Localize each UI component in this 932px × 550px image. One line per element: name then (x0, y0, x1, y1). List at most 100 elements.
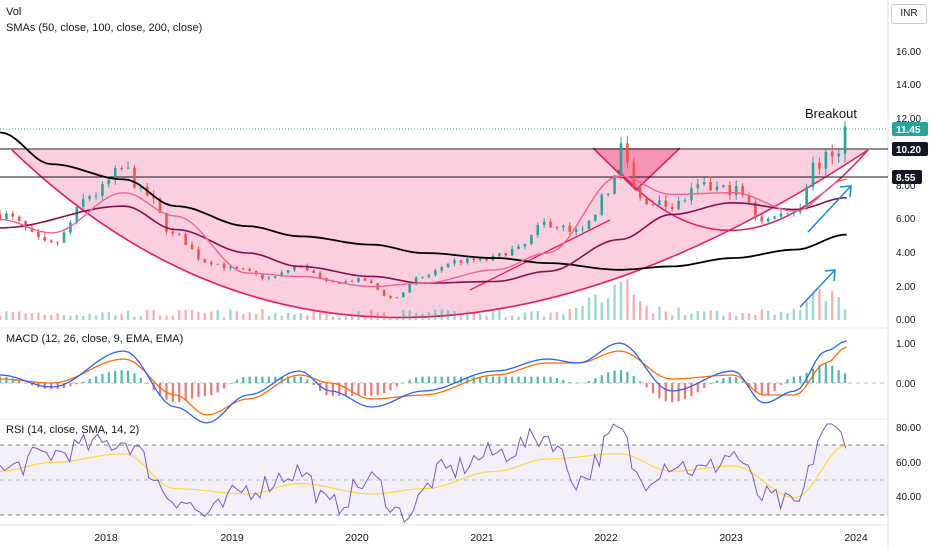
macd-histogram-bar (325, 383, 328, 396)
macd-histogram-bar (786, 379, 789, 383)
macd-histogram-bar (344, 383, 347, 396)
volume-bar (747, 313, 751, 320)
candle-body (696, 184, 700, 189)
price-badge-label: 10.20 (896, 145, 921, 156)
candle-body (715, 186, 719, 191)
candle-body (350, 281, 354, 283)
macd-histogram-bar (351, 383, 354, 396)
candle-body (542, 221, 546, 225)
candle-body (766, 218, 770, 222)
volume-bar (664, 311, 667, 320)
candle-body (645, 197, 648, 205)
macd-histogram-bar (88, 379, 91, 383)
macd-histogram-bar (338, 383, 341, 396)
volume-bar (523, 312, 527, 320)
rsi-axis[interactable]: 80.00 60.00 40.00 (896, 423, 921, 503)
price-tick: 6.00 (896, 214, 916, 225)
macd-axis[interactable]: 1.00 0.00 (896, 339, 916, 390)
macd-histogram-bar (11, 378, 14, 383)
volume-bar (50, 314, 53, 320)
macd-histogram-bar (447, 376, 450, 383)
volume-bar (338, 317, 341, 320)
price-badge-label: 11.45 (896, 125, 921, 136)
macd-histogram-bar (18, 380, 21, 383)
volume-bar (184, 309, 187, 320)
volume-bar (30, 313, 34, 320)
candle-body (312, 270, 315, 274)
volume-bar (331, 316, 335, 320)
macd-histogram-bar (30, 383, 34, 386)
candle-body (459, 260, 463, 263)
time-tick: 2024 (844, 532, 868, 544)
macd-histogram-bar (549, 376, 552, 383)
volume-bar (18, 311, 21, 320)
macd-histogram-bar (779, 383, 783, 385)
macd-histogram-bar (408, 379, 411, 383)
macd-histogram-bar (741, 380, 744, 383)
candle-body (626, 143, 629, 163)
candle-body (209, 262, 213, 265)
candle-body (728, 185, 732, 195)
currency-selector[interactable]: INR (891, 4, 927, 24)
macd-histogram-bar (626, 371, 629, 383)
macd-legend[interactable]: MACD (12, 26, close, 9, EMA, EMA) (6, 333, 184, 345)
candle-body (536, 224, 540, 235)
macd-histogram-bar (843, 373, 847, 383)
macd-histogram-bar (735, 377, 738, 383)
time-tick: 2019 (220, 532, 244, 544)
volume-bar (779, 311, 783, 320)
volume-bar (427, 312, 431, 320)
volume-bar (600, 302, 603, 320)
candle-body (805, 186, 808, 209)
candle-body (619, 143, 623, 176)
candle-body (830, 151, 834, 157)
candle-body (600, 194, 604, 215)
volume-bar (555, 312, 559, 320)
candle-body (754, 202, 757, 217)
candle-body (818, 162, 821, 169)
candle-body (261, 274, 264, 279)
volume-legend[interactable]: Vol (6, 6, 22, 18)
volume-bar (312, 311, 315, 320)
macd-histogram-bar (645, 383, 648, 388)
candle-body (523, 243, 527, 247)
candle-body (190, 244, 194, 250)
volume-bar (786, 313, 789, 320)
volume-bar (715, 310, 719, 320)
candle-body (722, 185, 725, 187)
macd-histogram-bar (5, 377, 8, 383)
macd-histogram-bar (318, 383, 322, 391)
cup-right-trendline (469, 219, 611, 291)
macd-histogram-bar (485, 376, 488, 383)
time-axis[interactable]: 2018 2019 2020 2021 2022 2023 2024 (94, 532, 868, 544)
volume-bar (165, 315, 168, 320)
candle-body (177, 233, 181, 235)
candle-body (562, 225, 565, 228)
volume-bar (683, 315, 687, 320)
candle-body (741, 185, 744, 196)
candle-body (370, 280, 373, 284)
candle-body (632, 162, 636, 187)
volume-bar (299, 312, 303, 320)
candle-body (30, 227, 34, 232)
volume-bar (126, 310, 130, 320)
volume-bar (94, 315, 98, 320)
candle-body (165, 212, 168, 232)
volume-bar (11, 312, 15, 320)
macd-histogram-bar (114, 370, 117, 383)
macd-histogram-bar (658, 383, 661, 399)
rsi-pane (0, 423, 847, 523)
macd-histogram-bar (664, 383, 667, 402)
volume-bar (677, 307, 680, 320)
macd-histogram-bar (402, 382, 405, 384)
price-tick: 4.00 (896, 248, 916, 259)
macd-histogram-bar (440, 376, 443, 383)
volume-bar (581, 306, 584, 320)
candle-body (568, 225, 572, 232)
macd-histogram-bar (594, 378, 597, 383)
macd-histogram-bar (306, 379, 309, 383)
price-axis[interactable]: 16.00 14.00 12.00 8.00 6.00 4.00 2.00 0.… (892, 47, 928, 326)
rsi-legend[interactable]: RSI (14, close, SMA, 14, 2) (6, 424, 140, 436)
sma-legend[interactable]: SMAs (50, close, 100, close, 200, close) (6, 22, 203, 34)
